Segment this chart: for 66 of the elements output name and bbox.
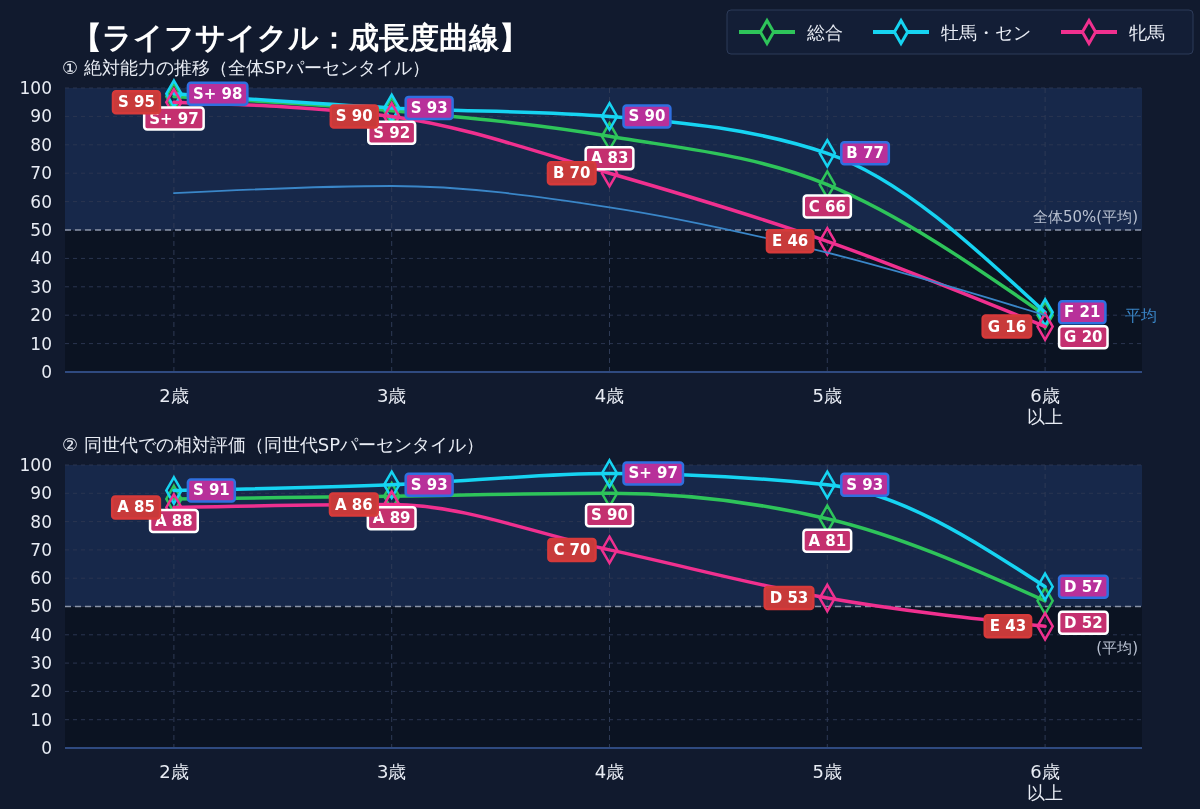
y-tick-label: 80 (30, 511, 52, 532)
x-tick-label: 4歳 (594, 385, 625, 406)
y-tick-label: 90 (30, 106, 52, 127)
y-tick-label: 30 (30, 653, 52, 674)
legend-label: 総合 (806, 22, 843, 43)
y-tick-label: 10 (30, 709, 52, 730)
y-tick-label: 60 (30, 191, 52, 212)
legend-label: 牝馬 (1129, 22, 1165, 43)
data-label: S 93 (410, 98, 448, 117)
y-tick-label: 100 (19, 77, 52, 98)
y-tick-label: 60 (30, 568, 52, 589)
y-tick-label: 30 (30, 276, 52, 297)
y-tick-label: 10 (30, 333, 52, 354)
x-tick-label: 3歳 (376, 761, 407, 782)
ref-line-label: 全体50%(平均) (1032, 208, 1138, 226)
y-tick-label: 40 (30, 248, 52, 269)
data-label: G 20 (1064, 328, 1103, 347)
data-label: S 90 (628, 107, 666, 126)
data-label: G 16 (987, 317, 1027, 336)
x-tick-label: 6歳以上 (1027, 761, 1064, 803)
data-label: S 90 (335, 107, 373, 126)
data-label: D 53 (769, 589, 809, 608)
x-tick-label: 5歳 (812, 385, 843, 406)
data-label: E 46 (771, 232, 809, 251)
y-tick-label: 70 (30, 163, 52, 184)
data-label: S 93 (846, 475, 884, 494)
y-tick-label: 50 (30, 596, 52, 617)
y-tick-label: 20 (30, 681, 52, 702)
chart-subtitle: ② 同世代での相対評価（同世代SPパーセンタイル） (62, 434, 485, 455)
x-tick-label: 4歳 (594, 761, 625, 782)
legend-label: 牡馬・セン (941, 22, 1031, 43)
y-tick-label: 0 (41, 361, 52, 382)
data-label: E 43 (989, 617, 1027, 636)
chart-subtitle: ① 絶対能力の推移（全体SPパーセンタイル） (62, 57, 431, 78)
ref-line-label: (平均) (1096, 638, 1138, 657)
data-label: A 85 (117, 498, 155, 517)
x-tick-label: 2歳 (159, 385, 189, 406)
data-label: S 90 (591, 506, 628, 525)
y-tick-label: 40 (30, 624, 52, 645)
data-label: C 70 (553, 540, 591, 559)
data-label: F 21 (1064, 303, 1101, 322)
data-label: A 86 (334, 495, 373, 514)
y-tick-label: 80 (30, 134, 52, 155)
data-label: S 95 (117, 93, 155, 112)
data-label: A 81 (808, 531, 847, 550)
data-label: B 70 (552, 164, 591, 183)
data-label: S+ 98 (192, 84, 243, 103)
data-label: D 57 (1064, 577, 1103, 596)
chart-title: 【ライフサイクル：成長度曲線】 (72, 20, 529, 55)
y-tick-label: 0 (41, 737, 52, 758)
data-label: S+ 97 (628, 464, 678, 483)
x-tick-label: 5歳 (812, 761, 843, 782)
data-label: B 77 (846, 144, 884, 163)
y-tick-label: 70 (30, 539, 52, 560)
y-tick-label: 90 (30, 483, 52, 504)
text: 平均 (1125, 306, 1158, 326)
x-tick-label: 3歳 (376, 385, 407, 406)
y-tick-label: 100 (19, 454, 52, 475)
x-tick-label: 6歳以上 (1027, 385, 1064, 427)
y-tick-label: 50 (30, 219, 52, 240)
data-label: D 52 (1064, 613, 1103, 632)
x-tick-label: 2歳 (159, 761, 189, 782)
y-tick-label: 20 (30, 305, 52, 326)
data-label: C 66 (808, 197, 846, 216)
data-label: S 91 (192, 481, 230, 500)
data-label: S 93 (410, 475, 448, 494)
